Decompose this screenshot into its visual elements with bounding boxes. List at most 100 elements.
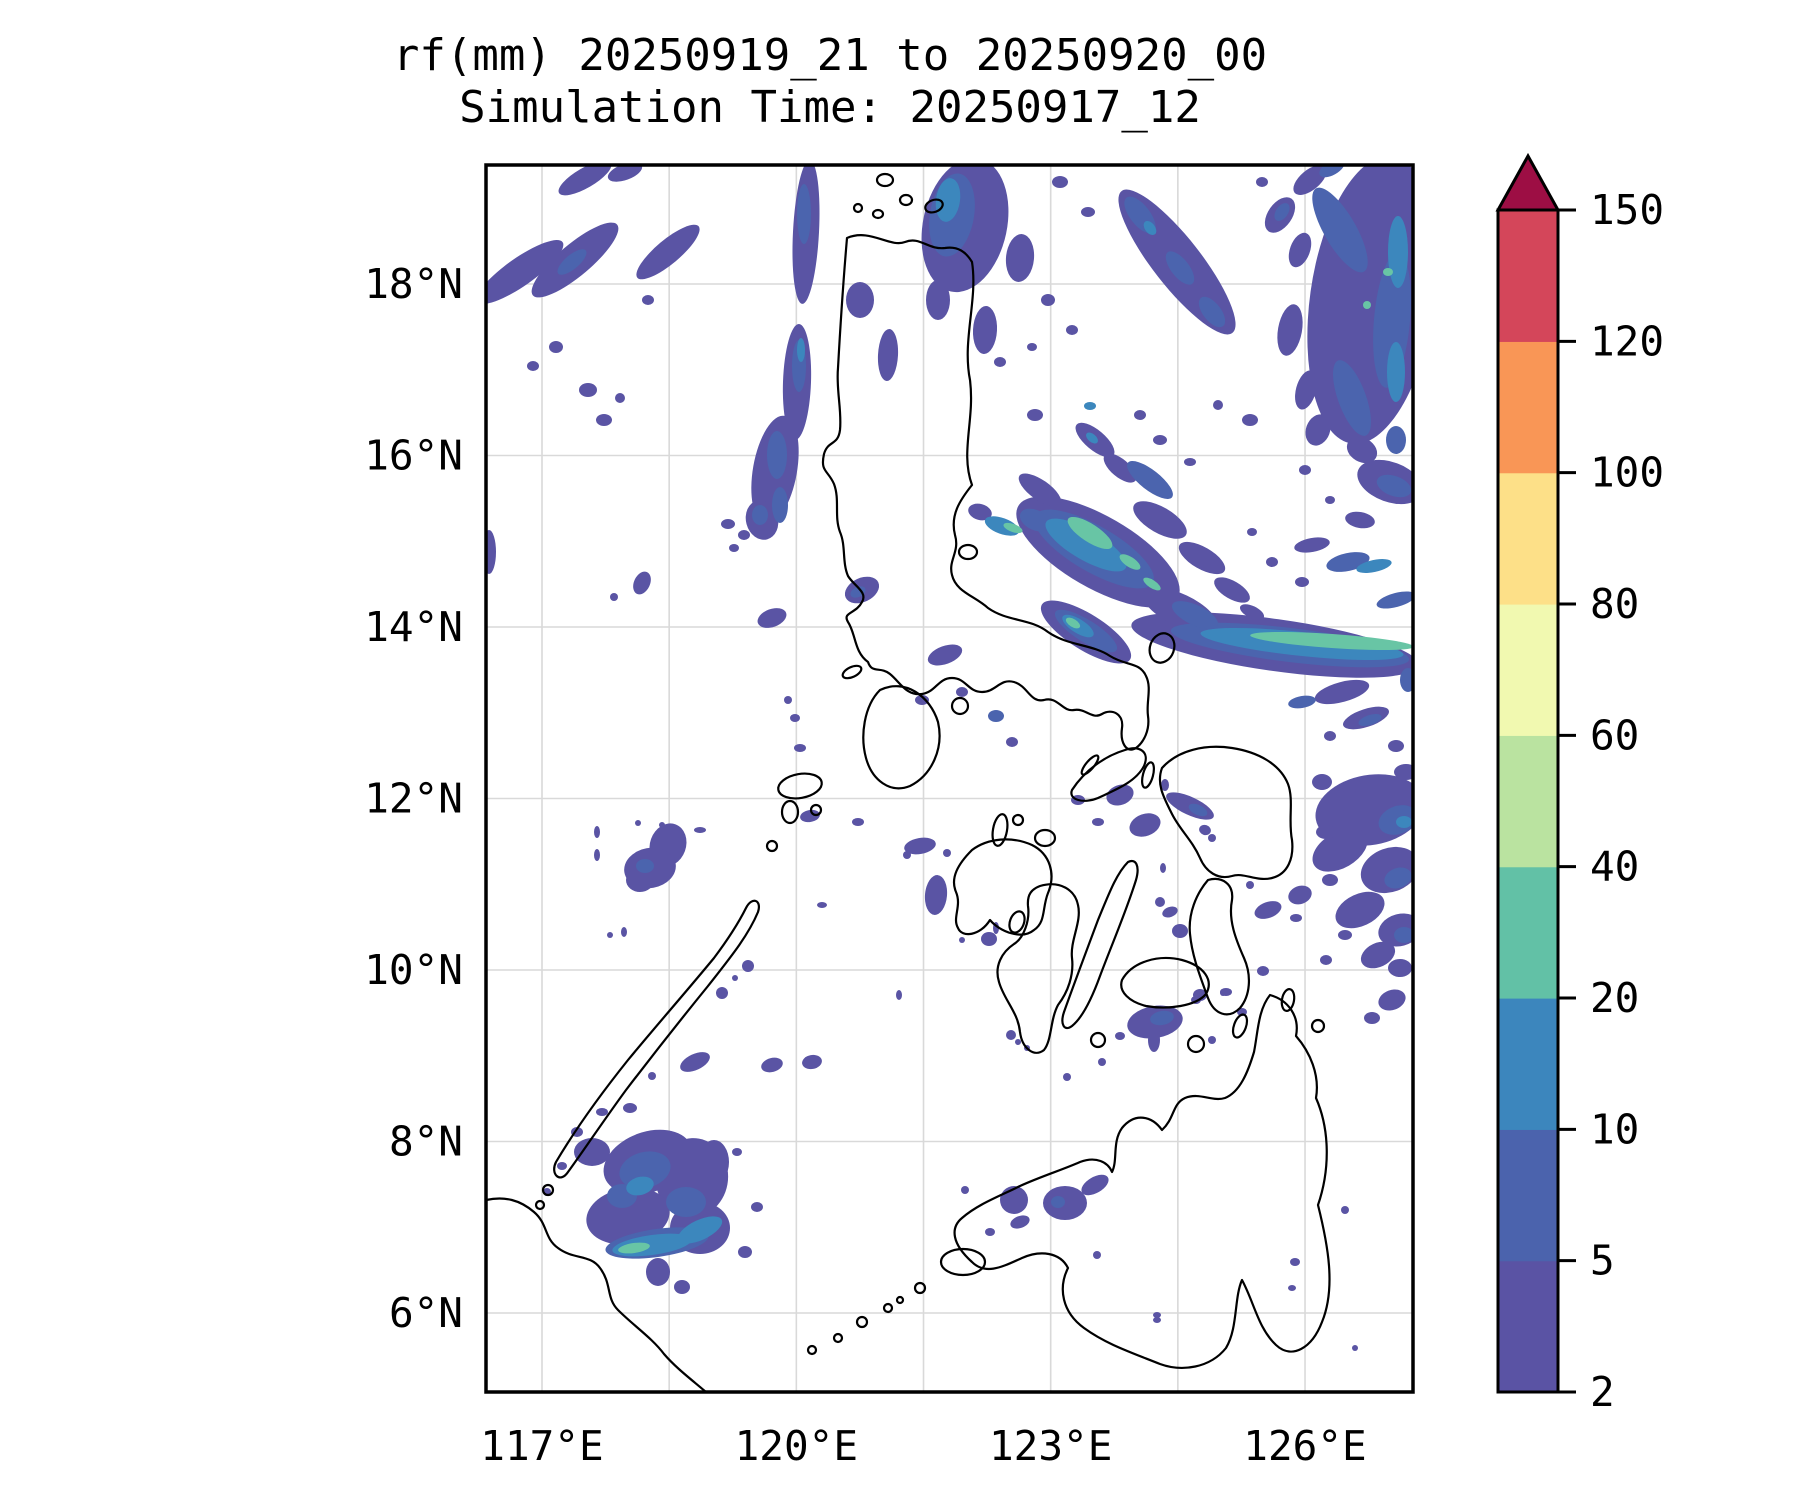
rain-cell-level-1 bbox=[557, 1162, 567, 1170]
colorbar-segment bbox=[1498, 341, 1558, 474]
rain-cell-level-1 bbox=[1288, 885, 1312, 905]
coastline-panaon bbox=[1231, 1013, 1249, 1039]
coastline-guimaras bbox=[1008, 910, 1026, 934]
rain-cell-level-1 bbox=[1161, 779, 1169, 791]
colorbar-outline bbox=[1496, 208, 1560, 1394]
rain-cell-level-1 bbox=[994, 357, 1006, 367]
coastline-babuyan-3 bbox=[871, 208, 885, 220]
rain-cell-level-4 bbox=[1250, 631, 1413, 651]
coastline-coron bbox=[809, 803, 823, 817]
rain-cell-level-1 bbox=[674, 1280, 690, 1294]
rain-cell-level-1 bbox=[1288, 232, 1312, 268]
rain-cell-level-3 bbox=[1388, 216, 1408, 288]
rain-cell-level-1 bbox=[1043, 1186, 1087, 1220]
rain-cell-level-1 bbox=[1342, 778, 1362, 794]
rain-cell-level-1 bbox=[1199, 824, 1211, 836]
rain-cell-level-2 bbox=[1171, 601, 1219, 629]
rain-cell-level-1 bbox=[1081, 207, 1095, 217]
coastline-cebu bbox=[1061, 859, 1139, 1030]
rain-cell-level-2 bbox=[1150, 1010, 1174, 1026]
rain-cell-level-3 bbox=[1143, 220, 1157, 236]
rain-cell-level-1 bbox=[794, 744, 806, 752]
rain-cell-level-1 bbox=[1006, 737, 1018, 747]
rain-cell-level-2 bbox=[1319, 165, 1345, 178]
colorbar-tick-label: 120 bbox=[1590, 317, 1664, 365]
colorbar-tick-label: 5 bbox=[1590, 1237, 1615, 1285]
rain-cell-level-1 bbox=[1005, 234, 1035, 282]
rain-cell-level-1 bbox=[738, 530, 750, 540]
rain-cell-level-1 bbox=[896, 990, 902, 1000]
rain-cell-level-1 bbox=[1341, 1206, 1349, 1214]
rain-cell-level-2 bbox=[1198, 296, 1226, 328]
y-tick-label: 14°N bbox=[364, 603, 463, 651]
rain-cell-level-1 bbox=[1295, 577, 1309, 587]
rain-cell-level-1 bbox=[596, 1108, 608, 1116]
rain-cell-level-1 bbox=[623, 1103, 637, 1113]
rain-cell-level-3 bbox=[1086, 432, 1098, 444]
coastline-luzon bbox=[821, 234, 1150, 751]
rain-cell-level-1 bbox=[1184, 458, 1196, 466]
rain-cell-level-1 bbox=[633, 571, 651, 595]
map-frame bbox=[484, 163, 1415, 1394]
rain-cell-level-1 bbox=[621, 927, 627, 937]
rain-cell-level-1 bbox=[1129, 813, 1161, 837]
rain-cell-level-2 bbox=[1400, 668, 1413, 692]
rain-cell-level-1 bbox=[1160, 863, 1166, 873]
rain-cell-level-1 bbox=[1148, 1028, 1160, 1052]
rain-cell-level-1 bbox=[1027, 343, 1037, 351]
rain-cell-level-1 bbox=[596, 414, 612, 426]
rain-cell-level-3 bbox=[677, 1216, 723, 1244]
rain-cell-level-1 bbox=[790, 714, 800, 722]
rain-cell-level-1 bbox=[1153, 1312, 1161, 1318]
y-tick-label: 8°N bbox=[389, 1118, 463, 1166]
rain-cell-level-1 bbox=[1378, 989, 1406, 1011]
rain-cell-level-1 bbox=[1063, 1073, 1071, 1081]
rain-cell-level-1 bbox=[1246, 881, 1254, 889]
rain-cell-level-1 bbox=[1133, 501, 1187, 539]
rain-cell-level-1 bbox=[1290, 914, 1302, 922]
rain-cell-level-1 bbox=[549, 341, 563, 353]
rain-cell-level-1 bbox=[1093, 1251, 1101, 1259]
rain-cell-level-1 bbox=[742, 960, 754, 972]
rain-cell-level-1 bbox=[1290, 1258, 1300, 1266]
rain-cell-level-1 bbox=[1153, 1317, 1161, 1323]
rain-cell-level-1 bbox=[943, 849, 951, 857]
rain-cell-level-1 bbox=[1394, 764, 1413, 780]
rain-cell-level-2 bbox=[1384, 867, 1412, 889]
rain-cell-level-4 bbox=[1119, 554, 1141, 570]
rain-cell-level-1 bbox=[1312, 774, 1332, 790]
rain-cell-level-3 bbox=[935, 178, 961, 222]
rain-cell-level-1 bbox=[1352, 1345, 1358, 1351]
rain-cell-level-1 bbox=[659, 822, 665, 828]
rain-cell-level-3 bbox=[1356, 559, 1392, 573]
colorbar-segment bbox=[1498, 866, 1558, 999]
rain-cell-level-1 bbox=[1172, 924, 1188, 938]
rain-cell-level-1 bbox=[716, 987, 728, 999]
rain-cell-level-1 bbox=[648, 1072, 656, 1080]
rain-cell-level-1 bbox=[757, 608, 787, 628]
y-tick-label: 18°N bbox=[364, 260, 463, 308]
rain-cell-level-1 bbox=[956, 687, 968, 697]
rain-cell-level-1 bbox=[738, 1246, 752, 1258]
coastline-babuyan-4 bbox=[924, 198, 944, 214]
rain-cell-level-2 bbox=[1019, 508, 1051, 532]
colorbar-segment bbox=[1498, 735, 1558, 868]
rain-cell-level-3 bbox=[1396, 816, 1412, 828]
coastline-dinagat bbox=[1280, 988, 1296, 1012]
rain-cell-level-3 bbox=[626, 1176, 654, 1196]
rain-cell-level-1 bbox=[1247, 528, 1257, 536]
rain-cell-level-1 bbox=[694, 827, 706, 833]
rain-cell-level-1 bbox=[1295, 370, 1317, 410]
rain-cell-level-2 bbox=[666, 1187, 706, 1217]
rain-cell-level-4 bbox=[1065, 617, 1081, 629]
rain-cell-level-1 bbox=[1360, 941, 1396, 969]
rain-cell-level-2 bbox=[1288, 695, 1316, 709]
rain-cell-level-4 bbox=[618, 1242, 650, 1254]
axis-tick-labels: 117°E 120°E 123°E 126°E 18°N 16°N 14°N 12°N 10°N… bbox=[364, 260, 1366, 1470]
rain-cell-level-1 bbox=[1327, 787, 1357, 813]
rain-cell-level-1 bbox=[961, 1186, 969, 1194]
rain-cell-level-1 bbox=[1312, 828, 1368, 872]
rain-cell-level-1 bbox=[1081, 1174, 1109, 1196]
rain-cell-level-1 bbox=[1325, 496, 1335, 504]
rain-cell-level-1 bbox=[903, 851, 911, 859]
